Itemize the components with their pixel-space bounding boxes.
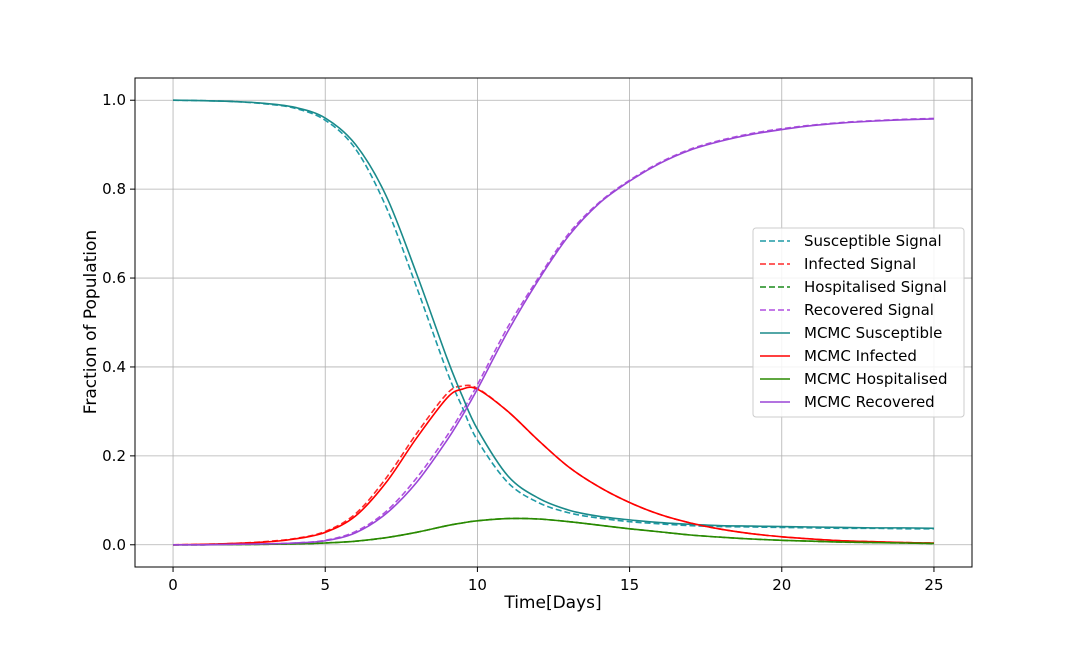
x-ticks: 0 5 10 15 20 25	[168, 567, 944, 594]
y-tick-label: 0.6	[102, 269, 126, 287]
y-axis-label: Fraction of Population	[81, 230, 101, 414]
series-line-mcmc-susceptible	[173, 99, 934, 530]
legend-label-recovered-signal: Recovered Signal	[804, 301, 934, 319]
legend-label-hospitalised-signal: Hospitalised Signal	[804, 278, 947, 296]
series-line-mcmc-recovered	[173, 118, 934, 546]
y-tick-label: 0.4	[102, 358, 126, 376]
series-line-mcmc-infected	[173, 386, 934, 546]
legend: Susceptible Signal Infected Signal Hospita…	[752, 227, 965, 418]
x-axis-label: Time[Days]	[503, 593, 601, 613]
y-tick-label: 0.0	[102, 536, 126, 554]
legend-label-infected-signal: Infected Signal	[804, 255, 916, 273]
x-tick-label: 10	[468, 576, 487, 594]
x-tick-label: 15	[620, 576, 639, 594]
y-tick-label: 0.8	[102, 180, 126, 198]
legend-label-susceptible-signal: Susceptible Signal	[804, 232, 942, 250]
x-tick-label: 25	[924, 576, 943, 594]
y-tick-label: 1.0	[102, 91, 126, 109]
legend-label-mcmc-recovered: MCMC Recovered	[804, 393, 935, 411]
series-line-mcmc-hospitalised	[173, 517, 934, 546]
legend-label-mcmc-hospitalised: MCMC Hospitalised	[804, 370, 948, 388]
y-tick-label: 0.2	[102, 447, 126, 465]
plot-frame	[134, 77, 973, 568]
y-ticks: 0.0 0.2 0.4 0.6 0.8 1.0	[102, 91, 135, 554]
legend-box	[752, 227, 965, 418]
x-tick-label: 20	[772, 576, 791, 594]
series-line-susceptible-signal	[173, 99, 934, 530]
legend-label-mcmc-infected: MCMC Infected	[804, 347, 917, 365]
series-lines	[173, 99, 934, 546]
legend-label-mcmc-susceptible: MCMC Susceptible	[804, 324, 942, 342]
x-tick-label: 5	[320, 576, 330, 594]
x-tick-label: 0	[168, 576, 178, 594]
